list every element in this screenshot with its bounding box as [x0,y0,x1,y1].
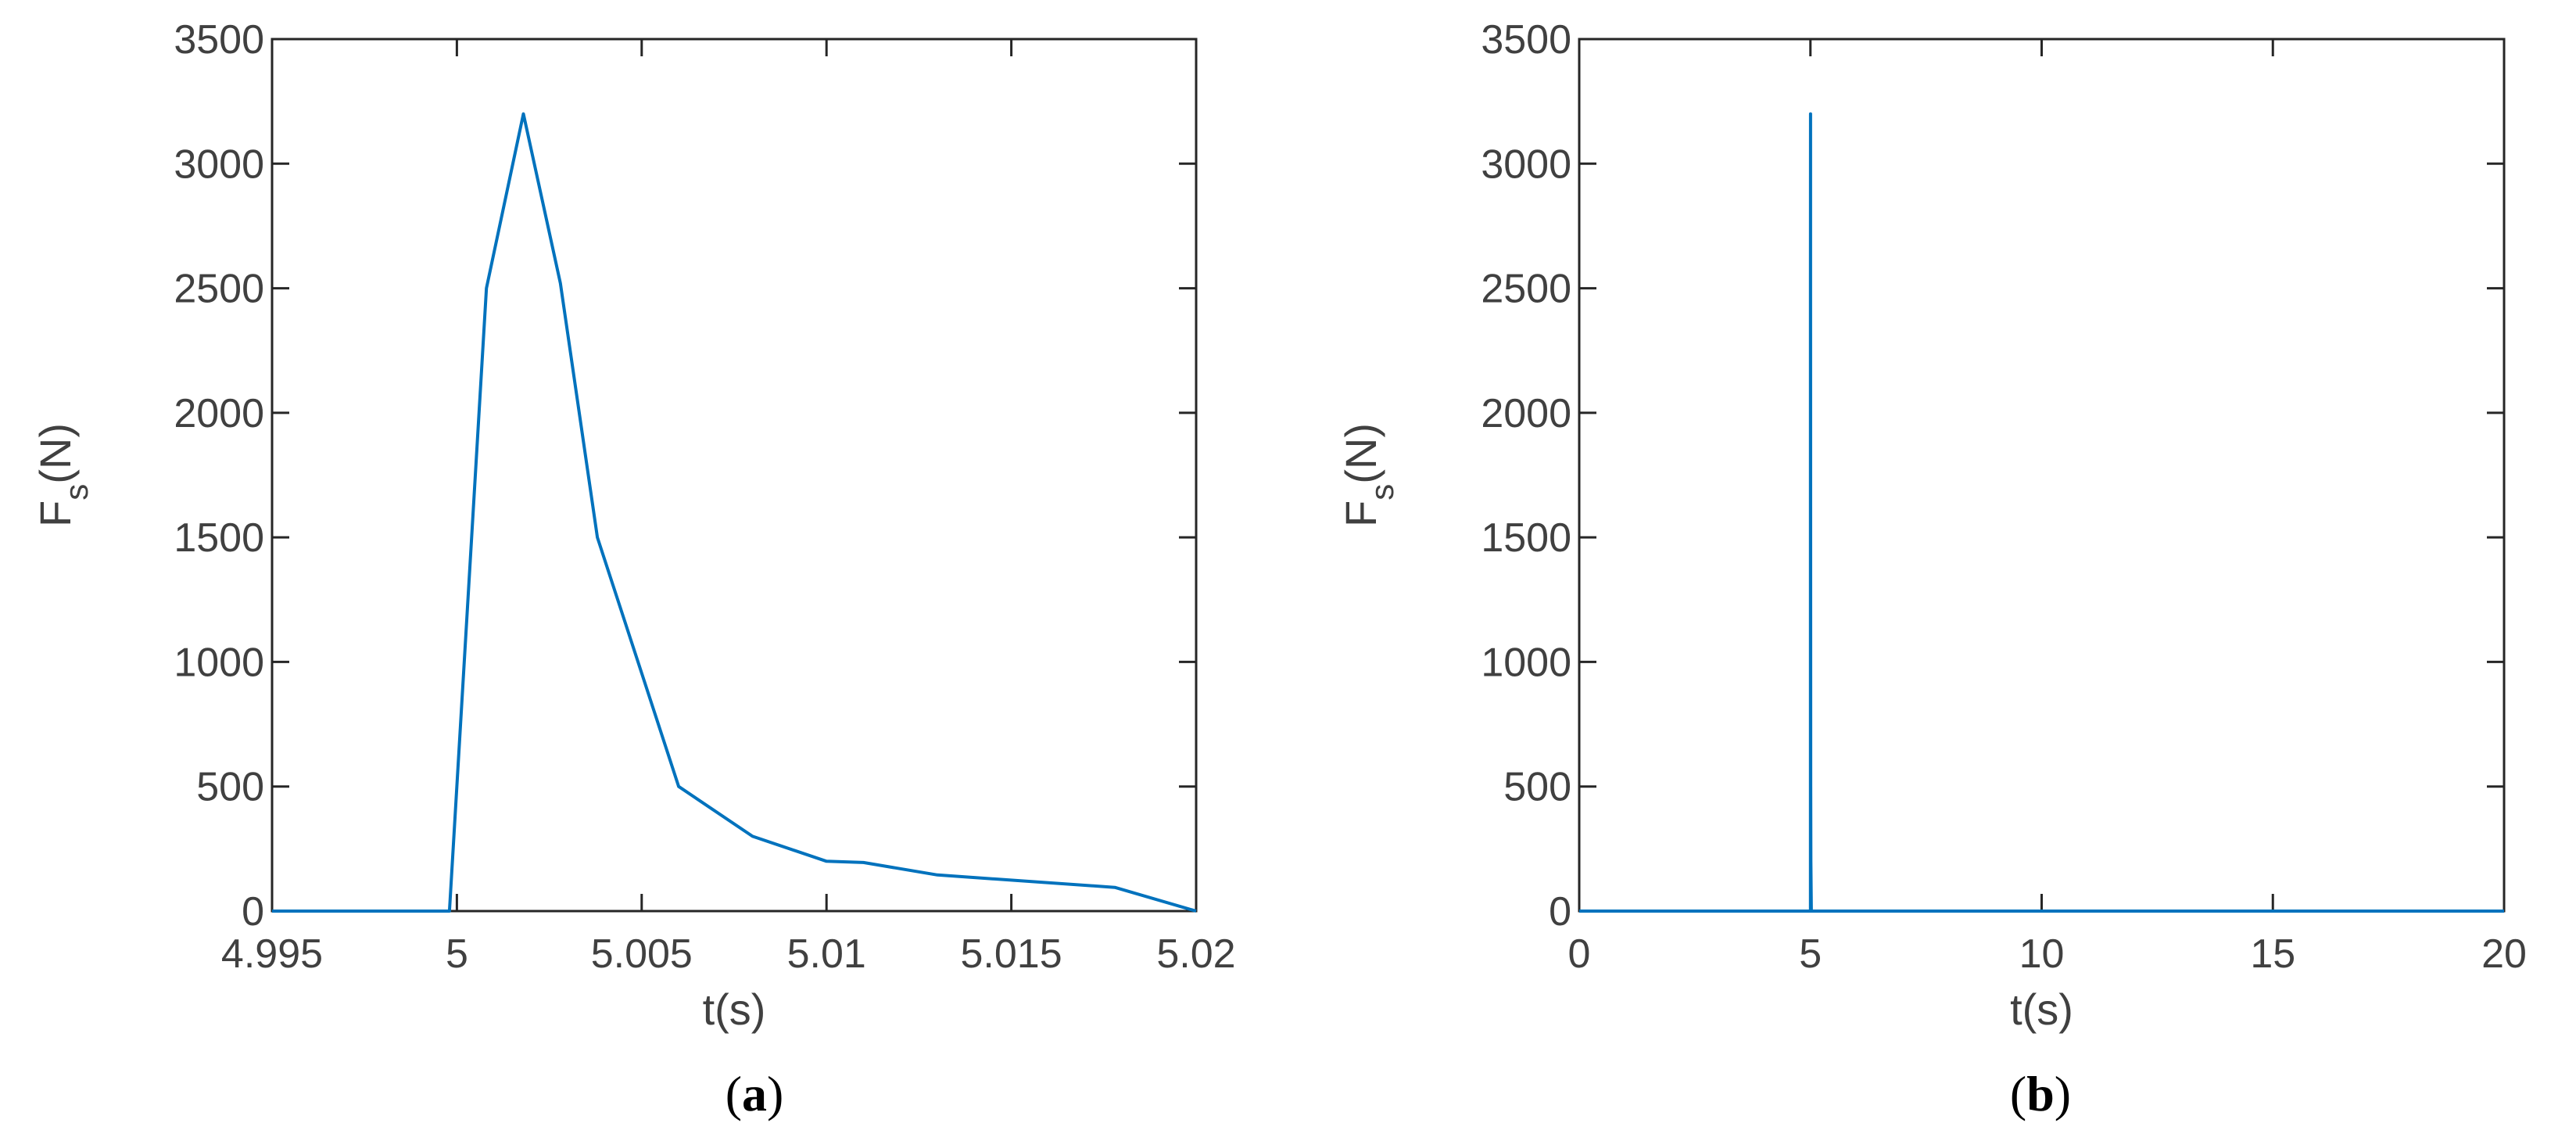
panel-a-ytick-label: 3500 [174,17,264,63]
panel-b-ylabel: Fs(N) [1336,423,1400,527]
panel-a-chart: 0 500 1000 1500 2000 2500 3000 3500 4.995 5 5.005 5… [30,17,1236,1121]
panel-b-ylabel-main: F [1336,501,1385,527]
panel-b-ytick-label: 1000 [1481,640,1571,685]
panel-a-ytick-label: 500 [196,765,264,810]
panel-b-ylabel-sub: s [1363,484,1400,501]
panel-a-ytick-label: 1500 [174,515,264,561]
panel-b-xtick-label: 5 [1799,931,1822,977]
panel-b-xtick-label: 0 [1568,931,1591,977]
panel-b-xlabel: t(s) [2010,985,2073,1034]
panel-a-xtick-label: 5.015 [961,931,1062,977]
panel-a-ytick-label: 0 [242,889,264,935]
panel-a-axes-frame [270,38,1198,913]
panel-a-ylabel-main: F [30,501,80,527]
panel-b-axes-frame [1578,38,2506,913]
panel-a-caption-close: ) [767,1066,783,1121]
panel-b-caption-open: ( [2010,1066,2026,1121]
panel-b-ytick-label: 0 [1549,889,1571,935]
panel-a-series-line [272,112,1197,913]
panel-a-caption-letter: a [742,1066,767,1121]
panel-b-caption: (b) [2010,1066,2071,1121]
panel-b-caption-close: ) [2055,1066,2071,1121]
panel-a-caption: (a) [726,1066,784,1121]
panel-a-ytick-label: 2000 [174,391,264,436]
panel-a-caption-open: ( [726,1066,742,1121]
panel-b-ytick-label: 3000 [1481,142,1571,187]
panel-b-series-line [1579,112,2504,913]
panel-a-xtick-label: 4.995 [221,931,323,977]
panel-a-ylabel-sub: s [58,484,95,501]
panel-a-ytick-label: 3000 [174,142,264,187]
panel-b-caption-letter: b [2026,1066,2055,1121]
panel-b-ytick-label: 1500 [1481,515,1571,561]
panel-b-xtick-label: 15 [2250,931,2295,977]
panel-a-xtick-label: 5.005 [591,931,693,977]
panel-b-ytick-label: 2500 [1481,267,1571,312]
panel-a-xtick-label: 5.01 [787,931,866,977]
panel-b-xtick-label: 10 [2019,931,2065,977]
panel-b-ylabel-unit: (N) [1336,423,1385,484]
panel-a-ytick-label: 2500 [174,267,264,312]
panel-a-ytick-label: 1000 [174,640,264,685]
panel-b-xtick-label: 20 [2481,931,2527,977]
panel-b-ytick-label: 3500 [1481,17,1571,63]
panel-a-xlabel: t(s) [703,985,766,1034]
panel-a-ylabel-unit: (N) [30,423,80,484]
panel-a-xtick-label: 5 [446,931,468,977]
panel-a-ylabel: Fs(N) [30,423,95,527]
panel-b-chart: 0 500 1000 1500 2000 2500 3000 3500 0 5 10 15 20 t(s)… [1336,17,2527,1121]
panel-a-xtick-label: 5.02 [1156,931,1235,977]
panel-b-ytick-label: 2000 [1481,391,1571,436]
panel-b-ytick-label: 500 [1503,765,1571,810]
